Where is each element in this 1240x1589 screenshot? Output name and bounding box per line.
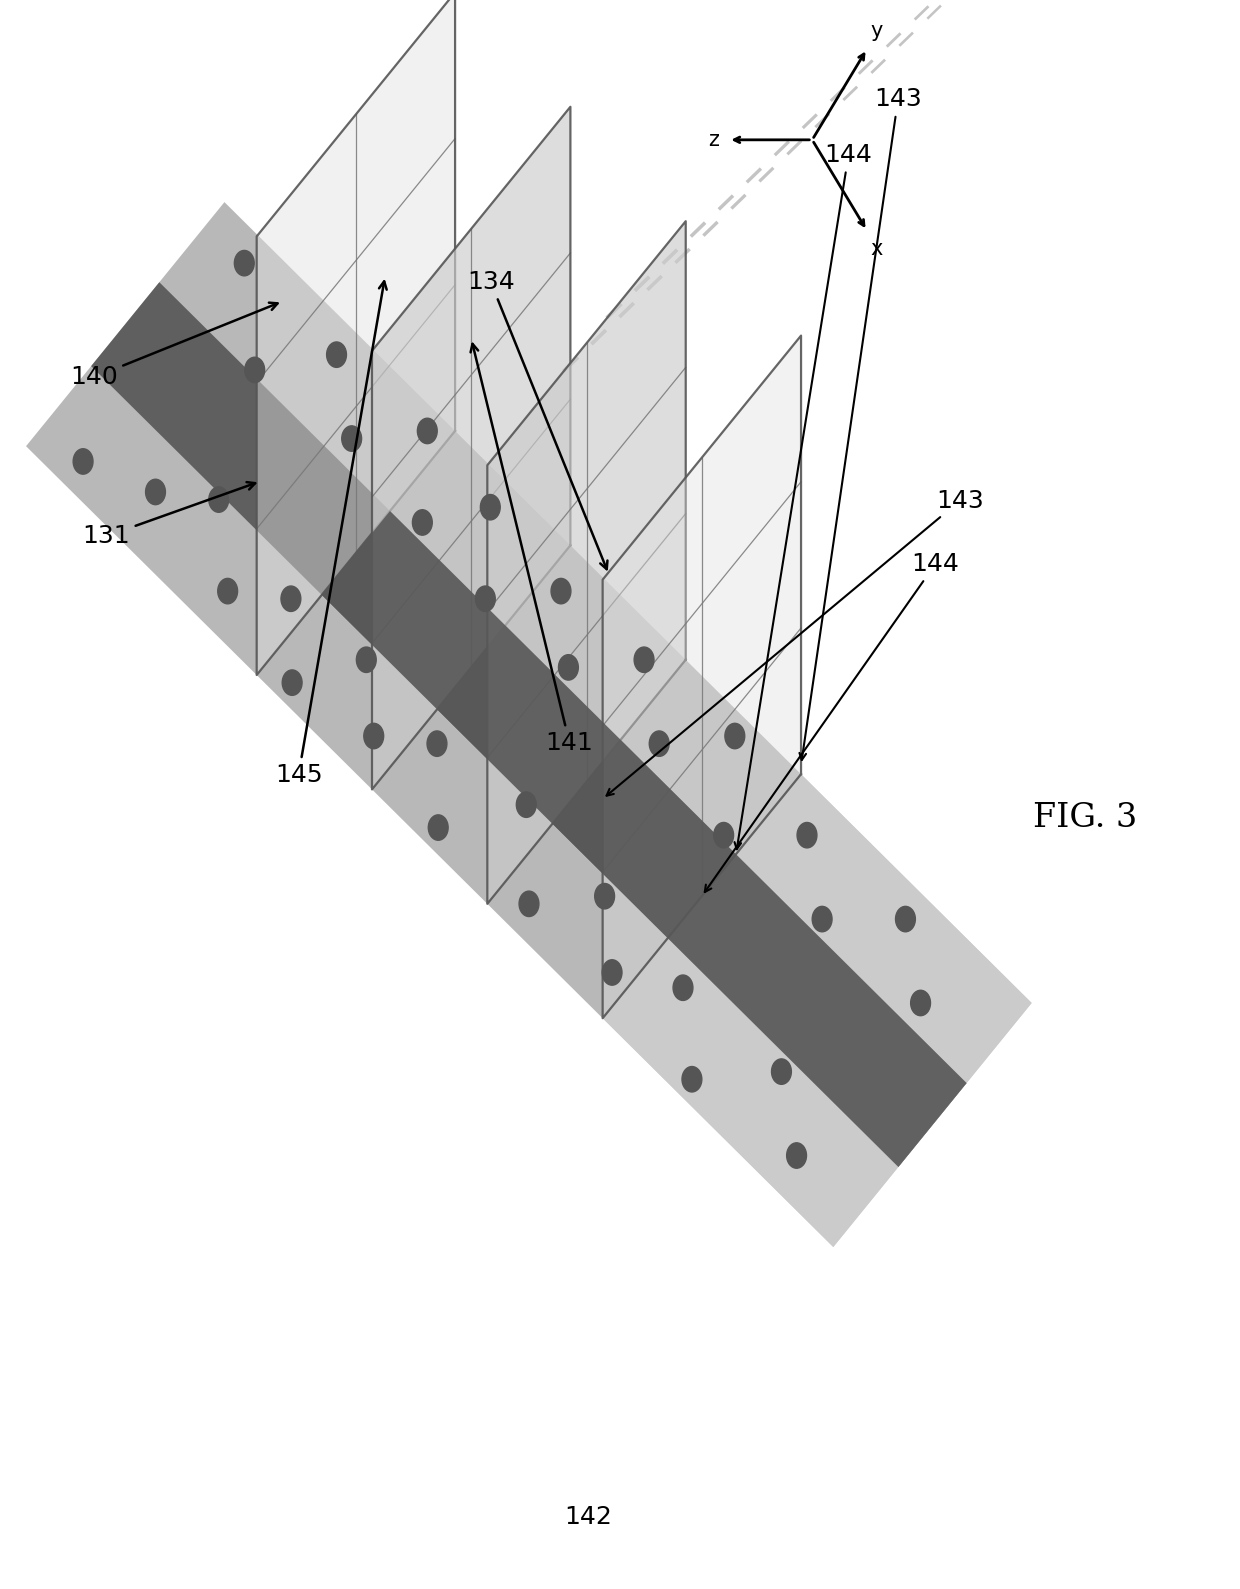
Text: 142: 142 [564,1505,613,1529]
Text: x: x [870,238,883,259]
Circle shape [725,723,745,748]
Circle shape [673,976,693,1001]
Circle shape [812,906,832,931]
Circle shape [234,251,254,276]
Circle shape [516,791,536,817]
Circle shape [771,1058,791,1084]
Circle shape [73,448,93,474]
Circle shape [558,655,578,680]
Circle shape [895,906,915,931]
Circle shape [682,1066,702,1092]
Text: FIG. 3: FIG. 3 [1033,802,1137,834]
Circle shape [714,823,734,849]
Circle shape [786,1142,806,1168]
Circle shape [910,990,930,1015]
Polygon shape [26,202,1032,1247]
Circle shape [244,358,264,383]
Circle shape [413,510,433,535]
Circle shape [520,891,539,917]
Polygon shape [322,512,967,1166]
Text: 143: 143 [606,488,985,796]
Circle shape [480,494,500,520]
Text: 140: 140 [69,302,278,389]
Polygon shape [91,283,967,1166]
Circle shape [650,731,670,756]
Circle shape [281,586,301,612]
Circle shape [218,578,238,604]
Polygon shape [603,335,801,1019]
Text: 141: 141 [470,343,594,755]
Circle shape [475,586,495,612]
Polygon shape [257,0,455,675]
Circle shape [418,418,438,443]
Circle shape [603,960,622,985]
Circle shape [356,647,376,672]
Circle shape [427,731,446,756]
Circle shape [342,426,362,451]
Polygon shape [372,106,570,790]
Circle shape [363,723,383,748]
Circle shape [208,486,228,512]
Text: 144: 144 [734,143,873,849]
Text: 134: 134 [466,270,608,569]
Text: y: y [870,21,883,41]
Circle shape [551,578,570,604]
Text: 143: 143 [800,87,923,760]
Polygon shape [603,774,1032,1247]
Circle shape [326,342,346,367]
Text: z: z [708,130,719,149]
Text: 144: 144 [704,551,960,891]
Circle shape [428,815,448,841]
Circle shape [145,480,165,505]
Circle shape [797,823,817,849]
Text: 145: 145 [275,281,387,787]
Circle shape [595,883,615,909]
Text: 131: 131 [83,481,255,548]
Circle shape [634,647,653,672]
Circle shape [283,671,303,696]
Polygon shape [487,221,686,904]
